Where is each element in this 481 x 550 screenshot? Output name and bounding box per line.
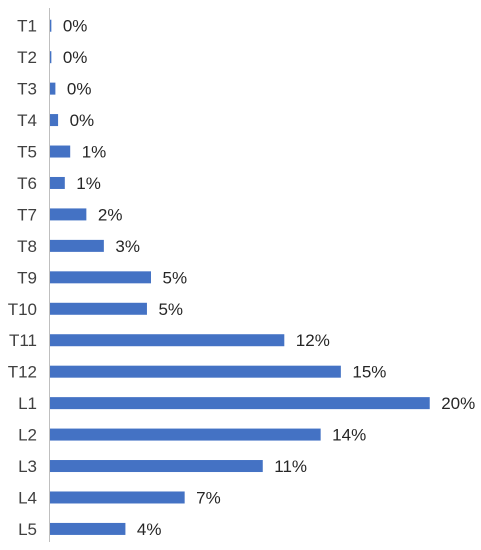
bar-t3 [50,82,56,95]
category-label-l5: L5 [18,520,37,539]
category-label-l4: L4 [18,488,37,507]
value-label-t10: 5% [158,300,183,319]
category-label-l2: L2 [18,426,37,445]
value-label-t7: 2% [98,205,123,224]
category-label-t2: T2 [17,48,37,67]
value-label-t5: 1% [82,143,107,162]
category-label-t11: T11 [9,331,37,350]
bar-l3 [50,460,263,473]
value-label-t6: 1% [76,174,101,193]
value-label-l1: 20% [441,394,475,413]
category-label-l1: L1 [18,394,37,413]
category-labels-group: T1 T2 T3 T4 T5 T6 T7 T8 T9 T10 T11 T12 L1 L2 L3 L4 L5 [8,17,37,539]
value-label-l4: 7% [196,488,221,507]
value-label-l5: 4% [137,520,162,539]
bar-t4 [50,114,59,127]
bar-t5 [50,145,71,158]
value-label-t4: 0% [70,111,95,130]
bar-t2 [50,51,52,64]
category-label-t9: T9 [17,268,37,287]
value-label-t8: 3% [115,237,140,256]
value-label-l2: 14% [332,426,366,445]
value-label-t3: 0% [67,80,92,99]
category-label-t10: T10 [8,300,37,319]
bar-t8 [50,239,104,252]
value-labels-group: 0% 0% 0% 0% 1% 1% 2% 3% 5% 5% 12% 15% 20% 14% 11% 7% 4% [63,17,475,539]
category-label-t3: T3 [17,80,37,99]
bar-t1 [50,19,52,32]
bar-t7 [50,208,87,221]
bar-l5 [50,522,126,535]
bar-t11 [50,334,285,347]
bar-t6 [50,176,65,189]
bar-l1 [50,397,430,410]
category-label-t1: T1 [17,17,37,36]
bar-t12 [50,365,341,378]
value-label-t9: 5% [162,268,187,287]
category-label-l3: L3 [18,457,37,476]
category-label-t6: T6 [17,174,37,193]
bar-l2 [50,428,321,441]
category-label-t8: T8 [17,237,37,256]
value-label-t11: 12% [296,331,330,350]
value-label-t12: 15% [352,363,386,382]
bar-l4 [50,491,185,504]
category-label-t4: T4 [17,111,37,130]
category-label-t7: T7 [17,205,37,224]
bar-t10 [50,302,147,315]
value-label-t2: 0% [63,48,88,67]
value-label-l3: 11% [274,457,307,476]
bar-t9 [50,271,151,284]
category-label-t5: T5 [17,143,37,162]
value-label-t1: 0% [63,17,88,36]
bars-group [50,19,430,535]
category-label-t12: T12 [8,363,37,382]
